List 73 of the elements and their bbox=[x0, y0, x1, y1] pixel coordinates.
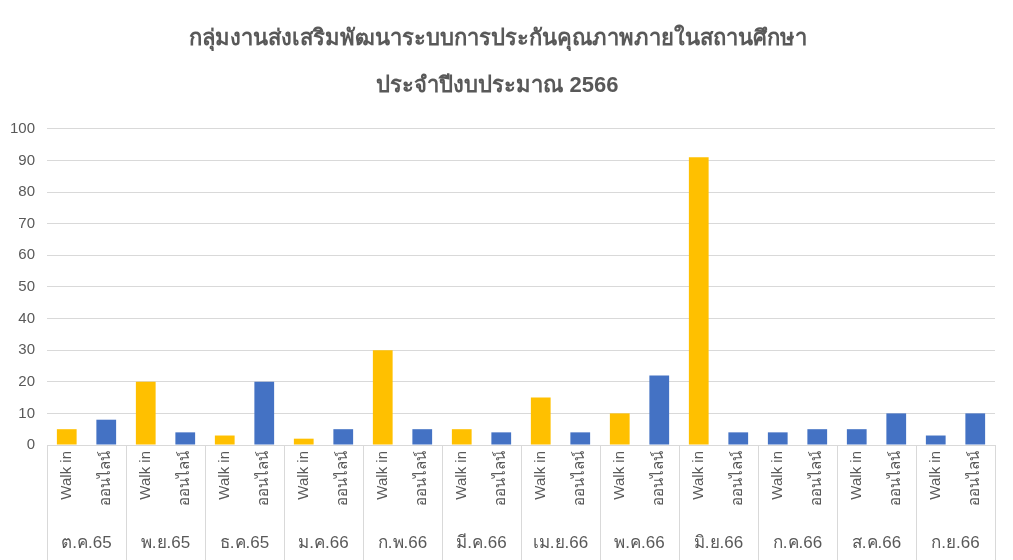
bar bbox=[807, 429, 828, 445]
y-tick-label: 50 bbox=[18, 277, 35, 295]
bar bbox=[451, 429, 472, 445]
bar bbox=[649, 375, 670, 445]
y-tick-label: 90 bbox=[18, 150, 35, 168]
y-tick-label: 30 bbox=[18, 340, 35, 358]
bar bbox=[965, 413, 986, 445]
x-tick-label: Walk in bbox=[56, 451, 74, 500]
bar bbox=[886, 413, 907, 445]
bar bbox=[412, 429, 433, 445]
x-tick-label: Walk in bbox=[530, 451, 548, 500]
y-tick-label: 10 bbox=[18, 403, 35, 421]
bar bbox=[767, 432, 788, 445]
text: มิ.ย.66 bbox=[693, 532, 744, 552]
text: ม.ค.66 bbox=[298, 532, 349, 552]
bar bbox=[570, 432, 591, 445]
y-tick-label: 80 bbox=[18, 182, 35, 200]
x-tick-label: Walk in bbox=[372, 451, 390, 500]
x-tick-label: Walk in bbox=[925, 451, 943, 500]
text: ก.ย.66 bbox=[931, 532, 980, 552]
y-tick-label: 20 bbox=[18, 371, 35, 389]
bar bbox=[96, 419, 117, 445]
text: ธ.ค.65 bbox=[219, 532, 270, 552]
text: พ.ค.66 bbox=[614, 532, 665, 552]
x-tick-label: ออนไลน์ bbox=[570, 451, 588, 506]
bar bbox=[728, 432, 749, 445]
x-tick-label: Walk in bbox=[846, 451, 864, 500]
x-tick-label: Walk in bbox=[609, 451, 627, 500]
text: ก.พ.66 bbox=[377, 532, 428, 552]
x-tick-label: Walk in bbox=[688, 451, 706, 500]
chart-title: กลุ่มงานส่งเสริมพัฒนาระบบการประกันคุณภาพภายในสถานศึกษา bbox=[188, 24, 807, 53]
x-tick-label: ออนไลน์ bbox=[886, 451, 904, 506]
text: ก.ค.66 bbox=[772, 532, 823, 552]
y-tick-label: 40 bbox=[18, 308, 35, 326]
x-tick-label: ออนไลน์ bbox=[175, 451, 193, 506]
bar bbox=[293, 438, 314, 445]
bar bbox=[56, 429, 77, 445]
x-tick-label: ออนไลน์ bbox=[96, 451, 114, 506]
x-tick-label: Walk in bbox=[214, 451, 232, 500]
x-tick-label: ออนไลน์ bbox=[412, 451, 430, 506]
bar bbox=[688, 157, 709, 445]
bar bbox=[530, 397, 551, 445]
bar bbox=[254, 381, 275, 445]
x-tick-label: ออนไลน์ bbox=[807, 451, 825, 506]
x-tick-label: Walk in bbox=[293, 451, 311, 500]
bar bbox=[214, 435, 235, 445]
y-tick-label: 0 bbox=[26, 435, 35, 453]
x-tick-label: ออนไลน์ bbox=[965, 451, 983, 506]
text: มี.ค.66 bbox=[456, 532, 507, 552]
bar bbox=[372, 350, 393, 445]
y-tick-label: 60 bbox=[18, 245, 35, 263]
bar bbox=[846, 429, 867, 445]
x-tick-label: ออนไลน์ bbox=[333, 451, 351, 506]
x-tick-label: ออนไลน์ bbox=[728, 451, 746, 506]
bar bbox=[609, 413, 630, 445]
x-tick-label: ออนไลน์ bbox=[649, 451, 667, 506]
text: ต.ค.65 bbox=[61, 532, 112, 552]
text: พ.ย.65 bbox=[140, 532, 191, 552]
chart-subtitle: ประจำปีงบประมาณ 2566 bbox=[376, 71, 619, 97]
text: ส.ค.66 bbox=[851, 532, 902, 552]
bar bbox=[175, 432, 196, 445]
x-tick-label: ออนไลน์ bbox=[254, 451, 272, 506]
x-tick-label: Walk in bbox=[135, 451, 153, 500]
x-tick-label: ออนไลน์ bbox=[491, 451, 509, 506]
x-tick-label: Walk in bbox=[451, 451, 469, 500]
y-tick-label: 100 bbox=[9, 118, 35, 136]
y-tick-label: 70 bbox=[18, 213, 35, 231]
bar bbox=[491, 432, 512, 445]
x-tick-label: Walk in bbox=[767, 451, 785, 500]
bar bbox=[135, 381, 156, 445]
text: เม.ย.66 bbox=[532, 532, 589, 552]
bar bbox=[925, 435, 946, 445]
bar bbox=[333, 429, 354, 445]
